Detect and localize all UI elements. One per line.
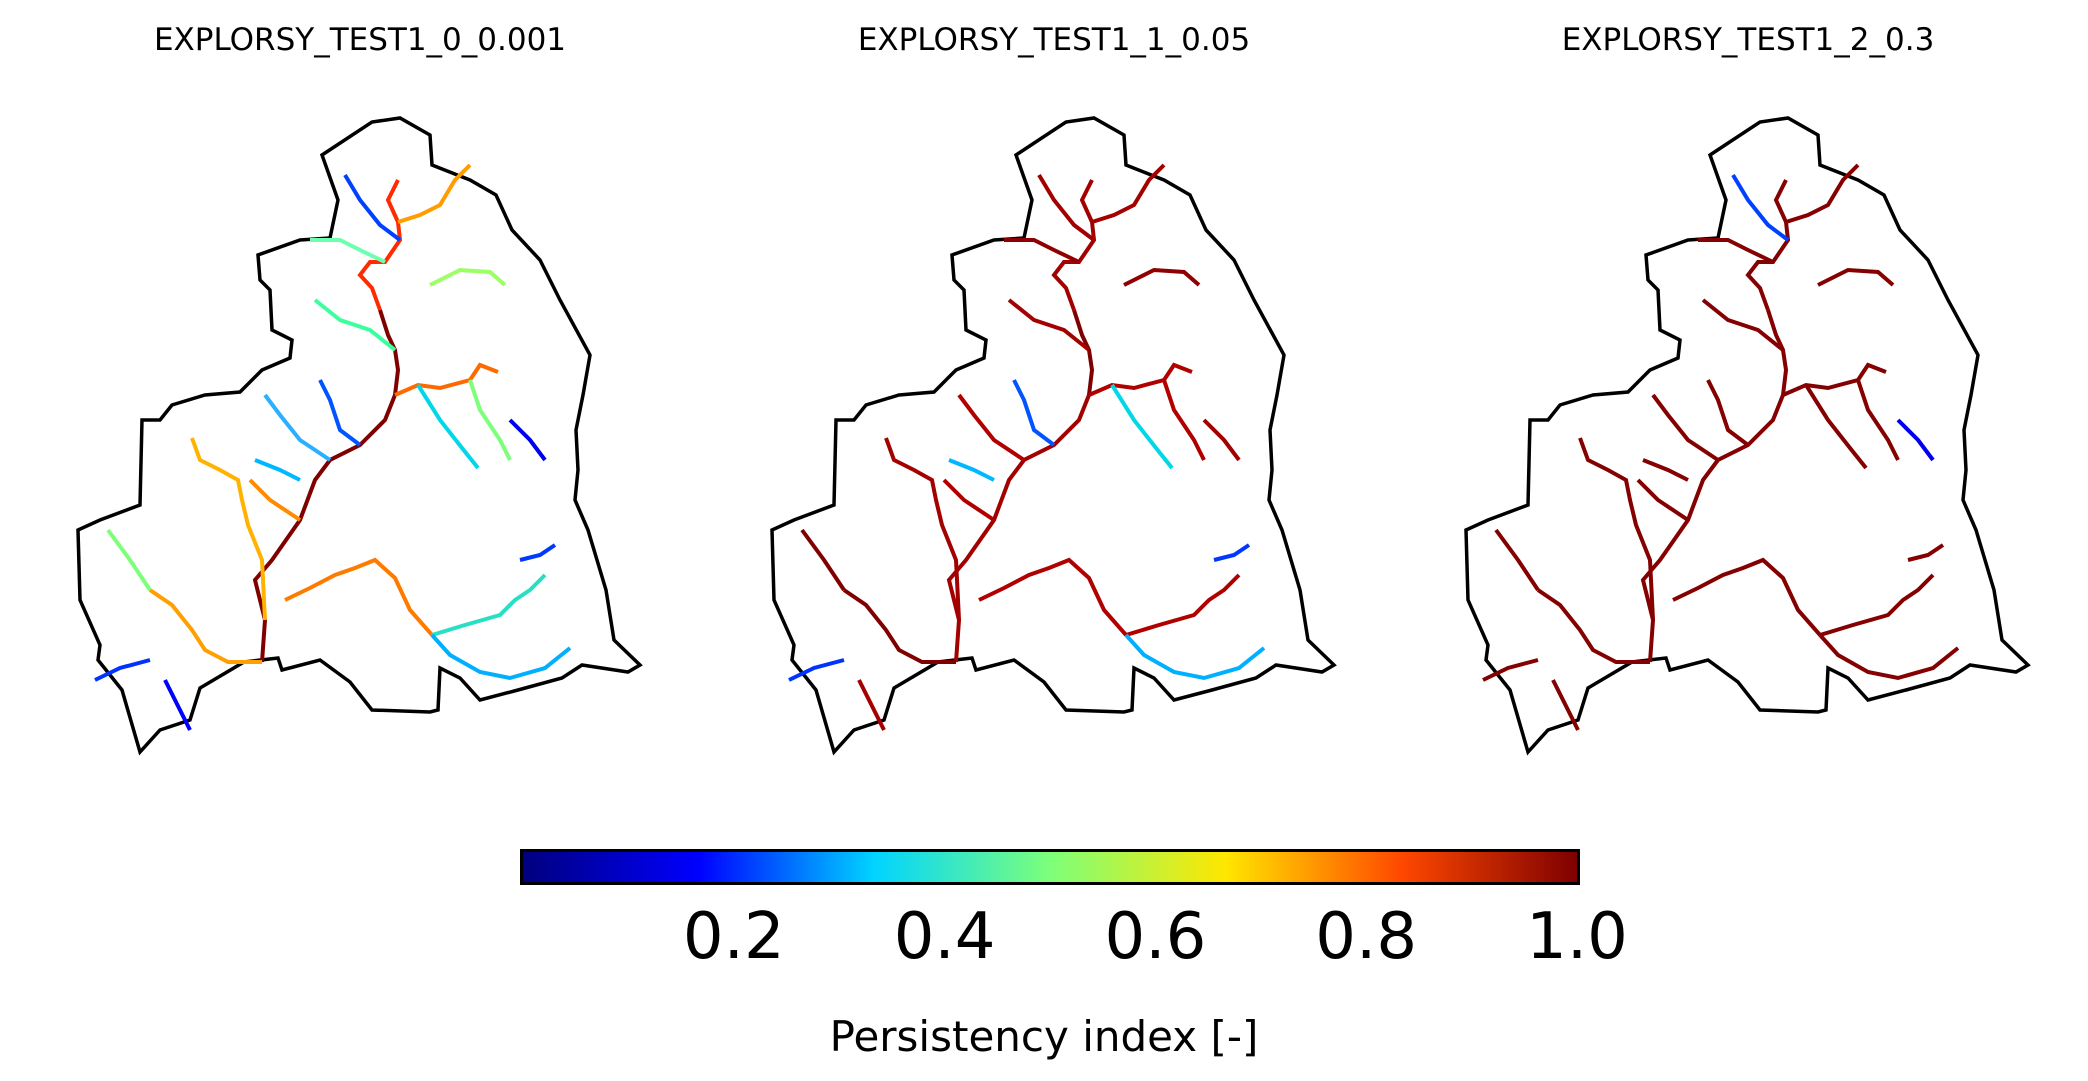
colorbar-tick-label: 1.0	[1526, 900, 1628, 974]
catchment-map-2	[772, 118, 1334, 752]
colorbar-tick-label: 0.6	[1105, 900, 1207, 974]
colorbar-label: Persistency index [-]	[0, 1012, 2088, 1061]
colorbar	[520, 849, 1580, 885]
colorbar-tick-label: 0.2	[683, 900, 785, 974]
catchment-map-3	[1466, 118, 2028, 752]
catchment-map-1	[78, 118, 640, 752]
colorbar-tick-label: 0.4	[894, 900, 996, 974]
colorbar-tick-label: 0.8	[1315, 900, 1417, 974]
